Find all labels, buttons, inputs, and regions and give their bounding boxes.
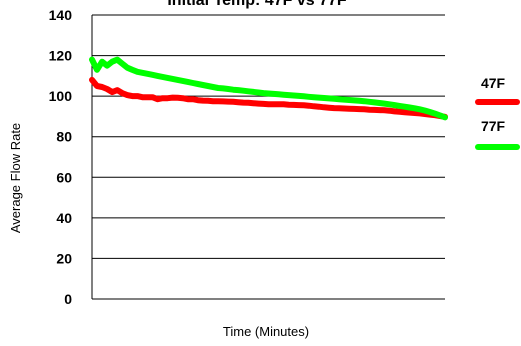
legend-label-77f: 77F	[481, 118, 506, 134]
y-axis-ticks: 0 20 40 60 80 100 120 140	[49, 7, 73, 307]
series-line-77f	[89, 56, 448, 121]
y-tick-label: 100	[49, 88, 73, 104]
y-axis-label: Average Flow Rate	[8, 123, 23, 233]
y-tick-label: 120	[49, 48, 73, 64]
chart-title: Initial Temp: 47F vs 77F	[167, 0, 347, 9]
series-layer	[89, 56, 448, 121]
gridlines	[92, 14, 445, 259]
legend-label-47f: 47F	[481, 75, 506, 91]
legend: 47F 77F	[475, 75, 520, 150]
y-tick-label: 80	[56, 129, 72, 145]
y-tick-label: 140	[49, 7, 73, 23]
y-tick-label: 0	[64, 291, 72, 307]
y-tick-label: 40	[56, 210, 72, 226]
x-axis-label: Time (Minutes)	[223, 324, 309, 339]
series-line-47f	[89, 76, 448, 120]
y-tick-label: 60	[56, 169, 72, 185]
y-tick-label: 20	[56, 250, 72, 266]
